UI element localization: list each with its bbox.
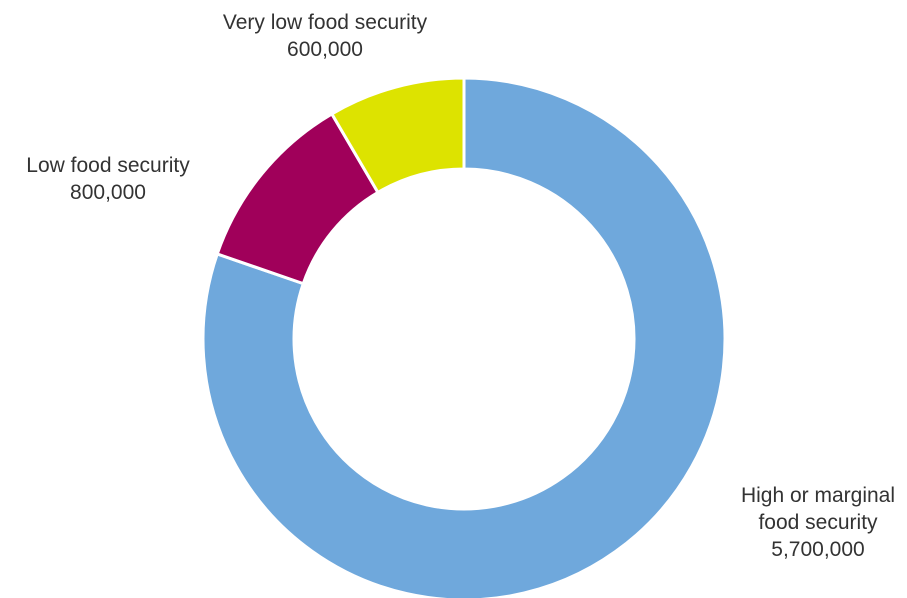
data-label-value: 5,700,000 xyxy=(771,538,864,561)
data-label-category: High or marginal xyxy=(741,484,895,507)
data-label-category: Very low food security xyxy=(223,11,428,34)
data-label-category: Low food security xyxy=(26,154,190,177)
labels-group: High or marginal food security 5,700,000 Lo… xyxy=(26,11,895,561)
data-label-value: 600,000 xyxy=(287,38,363,61)
slices-group xyxy=(201,76,727,598)
slice-very-low-food-security xyxy=(329,76,466,195)
data-label-category: food security xyxy=(758,511,878,534)
data-label-value: 800,000 xyxy=(70,181,146,204)
slice-high-or-marginal-food-security xyxy=(201,76,727,598)
data-label-low-food-security: Low food security 800,000 xyxy=(26,154,190,204)
data-label-high-or-marginal-food-security: High or marginal food security 5,700,000 xyxy=(741,484,895,561)
data-label-very-low-food-security: Very low food security 600,000 xyxy=(223,11,428,61)
